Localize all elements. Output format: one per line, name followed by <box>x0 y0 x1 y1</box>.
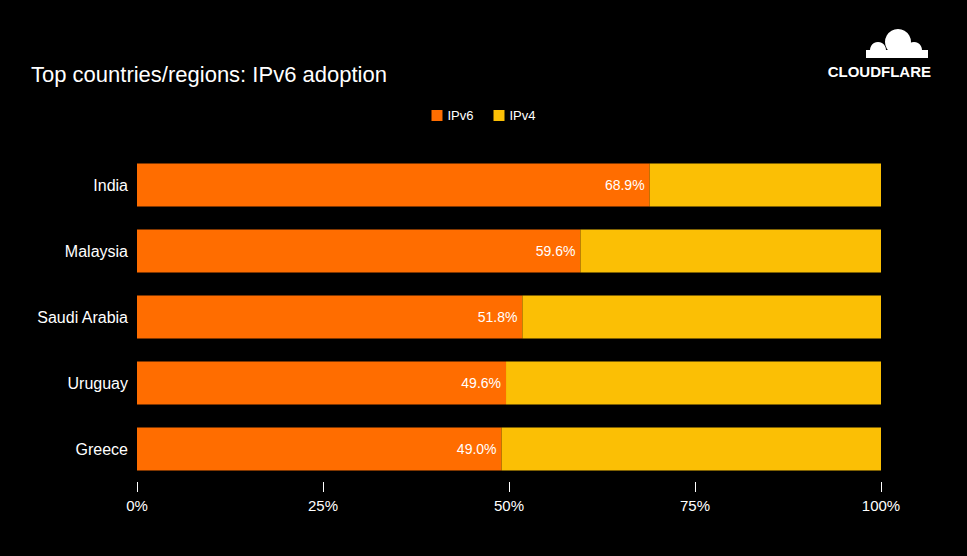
svg-text:CLOUDFLARE: CLOUDFLARE <box>828 63 931 80</box>
svg-text:Uruguay: Uruguay <box>68 375 128 392</box>
svg-text:IPv6: IPv6 <box>447 108 473 123</box>
svg-text:100%: 100% <box>862 497 900 514</box>
svg-text:Saudi Arabia: Saudi Arabia <box>37 309 128 326</box>
svg-text:Malaysia: Malaysia <box>65 243 128 260</box>
svg-text:51.8%: 51.8% <box>478 309 518 325</box>
svg-text:Top countries/regions: IPv6 ad: Top countries/regions: IPv6 adoption <box>31 62 387 87</box>
svg-text:India: India <box>93 177 128 194</box>
svg-text:75%: 75% <box>680 497 710 514</box>
svg-text:68.9%: 68.9% <box>605 177 645 193</box>
svg-text:59.6%: 59.6% <box>536 243 576 259</box>
svg-text:49.0%: 49.0% <box>457 441 497 457</box>
svg-text:IPv4: IPv4 <box>510 108 536 123</box>
svg-text:25%: 25% <box>308 497 338 514</box>
svg-text:50%: 50% <box>494 497 524 514</box>
svg-text:49.6%: 49.6% <box>461 375 501 391</box>
svg-text:Greece: Greece <box>76 441 129 458</box>
svg-text:0%: 0% <box>126 497 148 514</box>
